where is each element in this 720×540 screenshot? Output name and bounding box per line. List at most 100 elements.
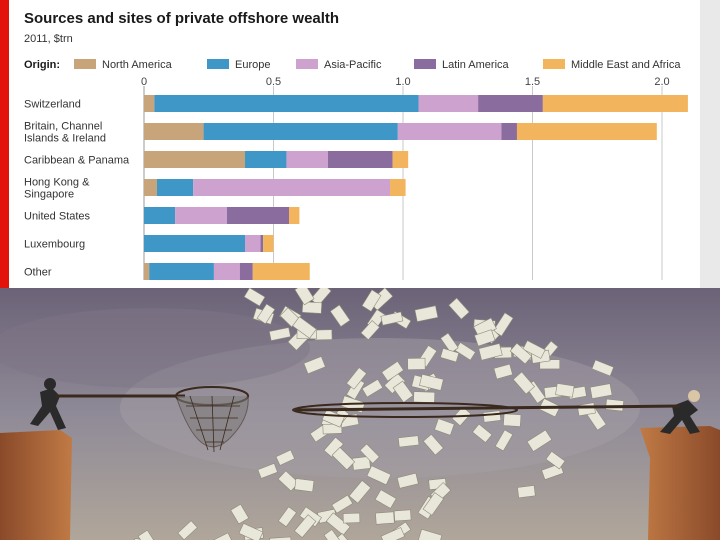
banknote-icon — [393, 509, 412, 522]
banknote-icon — [512, 371, 535, 395]
cloud — [0, 308, 310, 388]
bar-segment — [144, 235, 246, 252]
x-tick-label: 1.0 — [395, 76, 410, 88]
x-tick-label: 1.5 — [525, 76, 540, 88]
bar-segment — [478, 95, 543, 112]
banknote-icon — [396, 472, 419, 489]
bar-segment — [175, 207, 227, 224]
bar-segment — [516, 123, 657, 140]
banknote-icon — [294, 288, 315, 306]
legend-swatch — [296, 59, 318, 69]
banknote-icon — [555, 383, 575, 398]
banknote-icon — [325, 512, 351, 536]
chart-panel: Sources and sites of private offshore we… — [0, 0, 720, 288]
banknote-icon — [503, 413, 522, 427]
banknote-icon — [294, 478, 315, 493]
banknote-icon — [301, 301, 323, 314]
chart-subtitle: 2011, $trn — [24, 33, 73, 45]
category-label: Luxembourg — [24, 239, 85, 251]
banknote-icon — [212, 532, 234, 540]
chart-title: Sources and sites of private offshore we… — [24, 10, 339, 27]
bar-segment — [149, 263, 214, 280]
legend-swatch — [207, 59, 229, 69]
banknote-icon — [440, 347, 460, 363]
bar-segment — [397, 123, 502, 140]
bar-segment — [418, 95, 479, 112]
banknote-icon — [472, 423, 493, 443]
banknote-icon — [509, 342, 533, 365]
bar-segment — [542, 95, 688, 112]
category-label: Hong Kong & Singapore — [24, 177, 90, 201]
banknote-icon — [422, 492, 444, 516]
banknote-icon — [448, 297, 470, 320]
bar-segment — [144, 95, 155, 112]
bar-segment — [156, 179, 194, 196]
right-figure-icon — [660, 390, 700, 434]
bar-segment — [260, 235, 264, 252]
bar-segment — [252, 263, 310, 280]
banknote-icon — [361, 289, 382, 312]
category-label: United States — [24, 211, 91, 223]
banknote-icon — [454, 342, 476, 361]
banknote-icon — [482, 410, 502, 423]
bar-segment — [327, 151, 393, 168]
bar-segment — [263, 235, 274, 252]
banknote-icon — [418, 528, 443, 540]
banknote-icon — [322, 423, 343, 435]
banknote-icon — [478, 343, 503, 361]
banknote-icon — [275, 449, 296, 466]
panel-edge — [700, 0, 720, 288]
category-label: Caribbean & Panama — [24, 155, 130, 167]
banknote-icon — [329, 304, 351, 327]
banknote-icon — [256, 303, 276, 325]
banknote-icon — [257, 463, 278, 479]
banknote-icon — [351, 456, 371, 471]
banknote-icon — [422, 433, 444, 456]
bar-segment — [193, 179, 391, 196]
banknote-icon — [493, 363, 513, 380]
bar-segment — [501, 123, 517, 140]
bar-segment — [245, 235, 261, 252]
banknote-icon — [413, 391, 436, 404]
banknote-icon — [374, 489, 397, 509]
legend-entry: Latin America — [442, 59, 510, 71]
banknote-icon — [359, 443, 380, 464]
x-tick-labels: 0 0.5 1.0 1.5 2.0 — [141, 76, 670, 88]
banknote-icon — [474, 329, 496, 347]
banknote-icon — [238, 522, 264, 540]
banknote-icon — [434, 418, 455, 436]
second-net-rim — [292, 402, 518, 418]
banknote-icon — [292, 316, 317, 339]
x-tick-label: 0 — [141, 76, 147, 88]
bar-segment — [144, 263, 150, 280]
banknote-icon — [589, 383, 613, 400]
bar-segment — [144, 123, 204, 140]
bar-segment — [245, 151, 287, 168]
banknote-icon — [366, 465, 392, 486]
bar-segment — [203, 123, 398, 140]
legend-swatch — [414, 59, 436, 69]
bar-segment — [239, 263, 253, 280]
banknote-icon — [419, 373, 444, 391]
category-labels: Switzerland Britain, Channel Islands & Ire… — [24, 99, 130, 279]
butterfly-net-icon — [175, 386, 249, 453]
right-cliff — [640, 426, 720, 540]
banknote-icon — [522, 340, 546, 359]
legend: Origin: North America Europe Asia-Pacific L… — [24, 59, 681, 71]
banknote-icon — [360, 320, 380, 341]
x-tick-label: 0.5 — [266, 76, 281, 88]
rope — [294, 404, 681, 412]
bars — [144, 95, 688, 280]
banknote-icon — [591, 359, 615, 377]
banknote-icon — [361, 378, 384, 398]
banknote-icon — [277, 506, 297, 528]
banknote-icon — [243, 288, 266, 307]
x-tick-label: 2.0 — [654, 76, 669, 88]
category-label: Other — [24, 267, 52, 279]
banknote-icon — [331, 446, 356, 471]
banknote-icon — [331, 494, 354, 514]
banknote-icon — [303, 356, 326, 375]
bar-segment — [390, 179, 406, 196]
bar-segment — [392, 151, 409, 168]
flying-banknotes — [133, 288, 625, 540]
